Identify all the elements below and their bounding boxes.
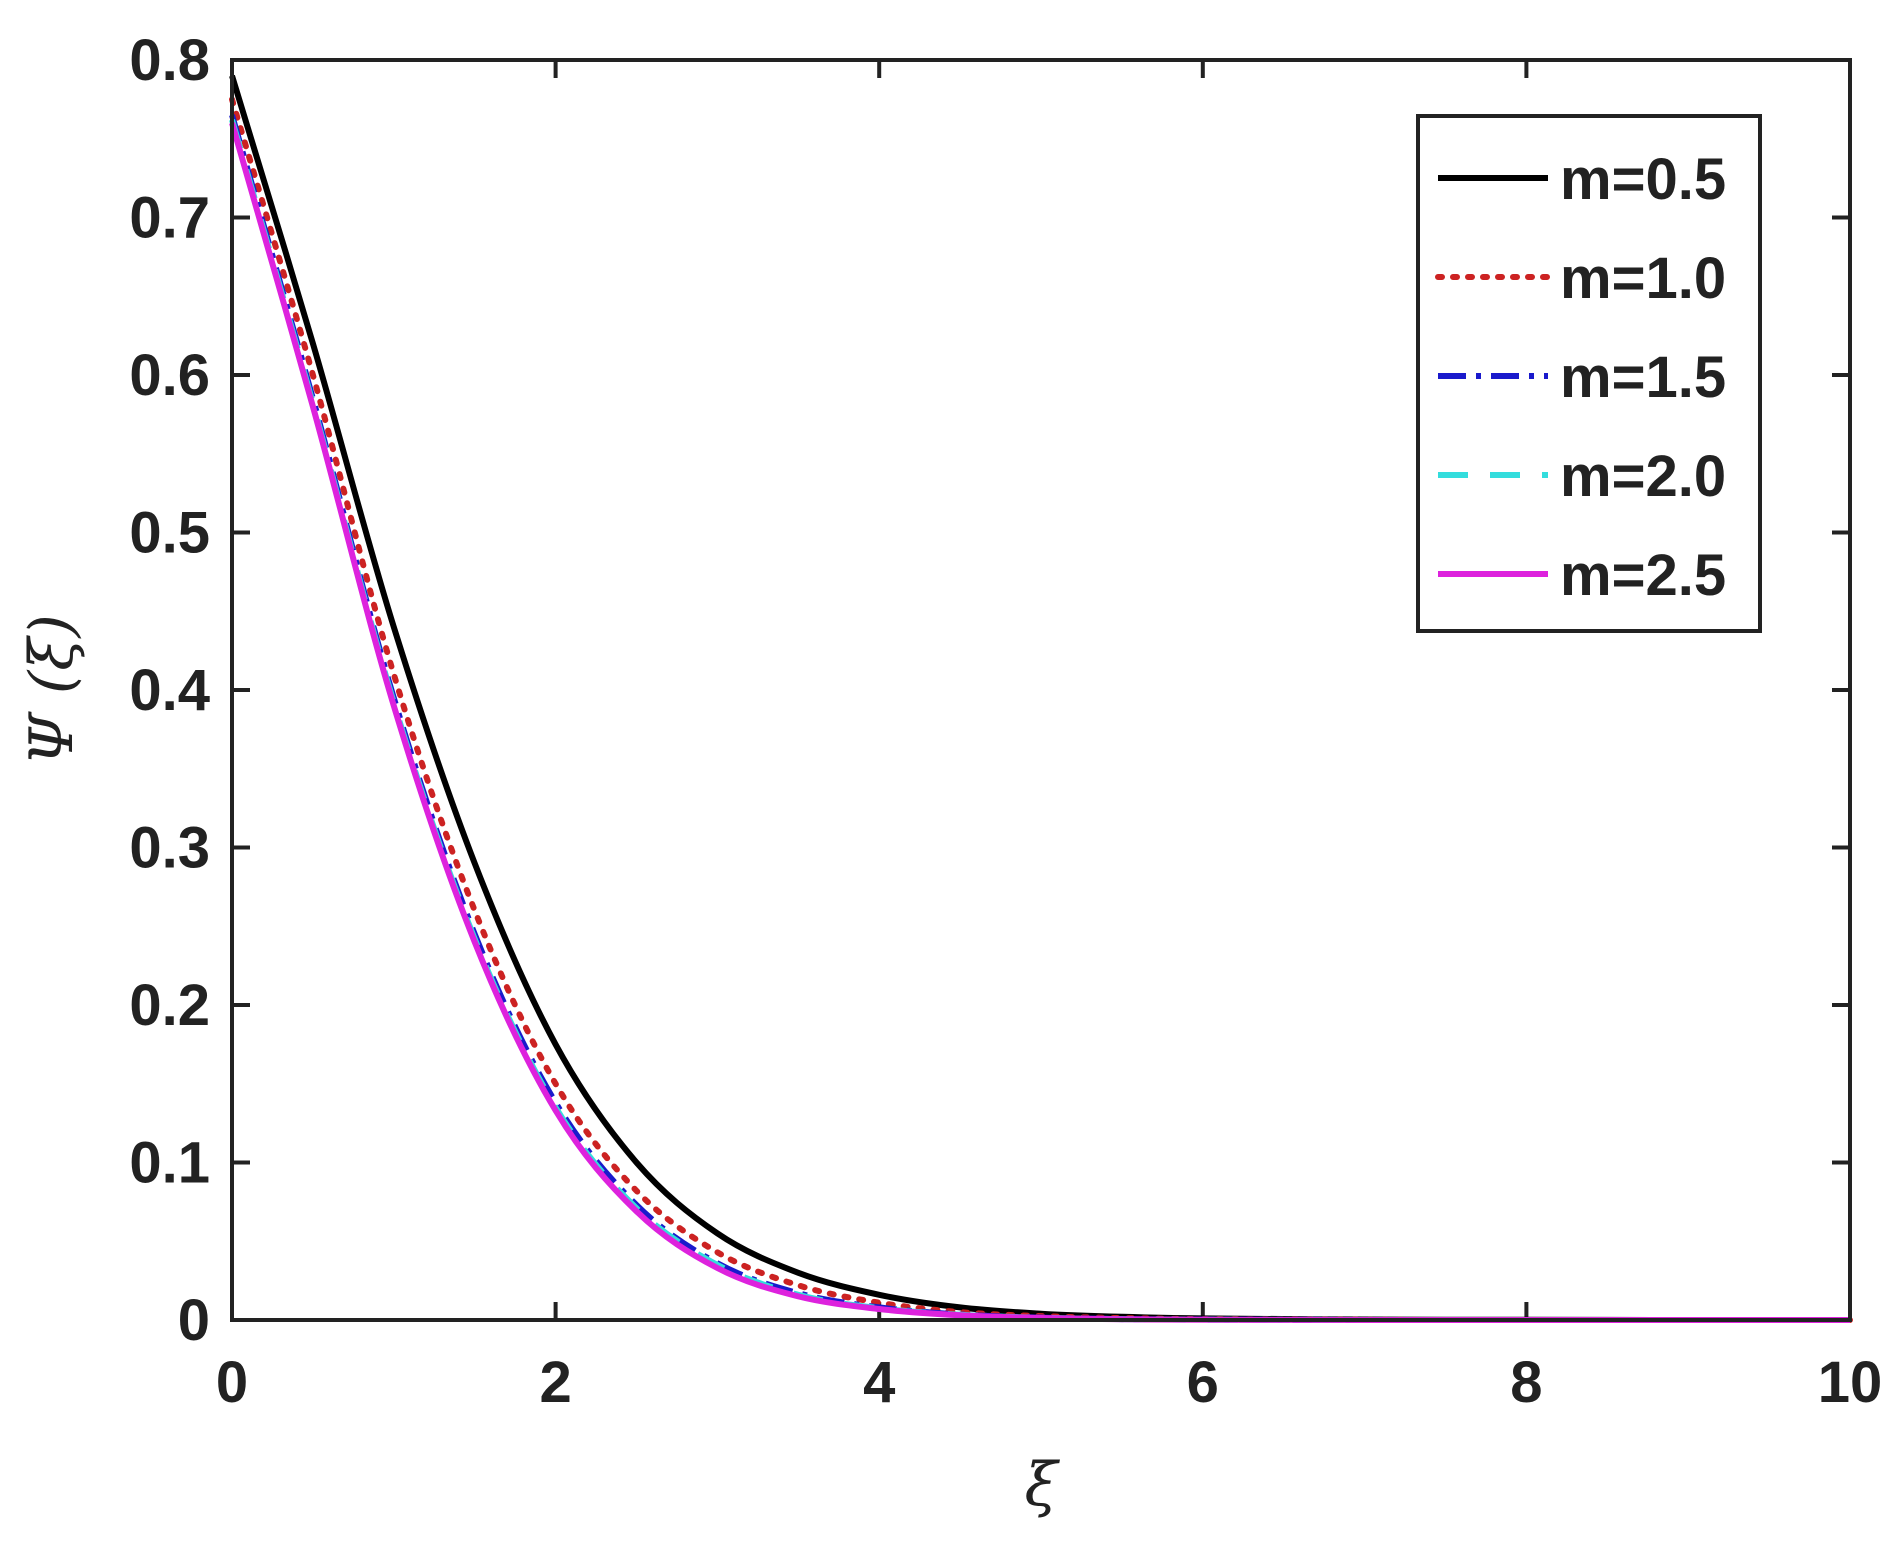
y-tick-label: 0.5 <box>129 501 210 566</box>
y-tick-labels: 0 0.1 0.2 0.3 0.4 0.5 0.6 0.7 0.8 <box>129 28 210 1353</box>
y-tick-label: 0 <box>178 1288 210 1353</box>
plot-frame <box>230 58 1852 1322</box>
legend-label-5: m=2.5 <box>1560 543 1726 608</box>
y-tick-label: 0.2 <box>129 973 210 1038</box>
x-tick-labels: 0 2 4 6 8 10 <box>216 1350 1882 1415</box>
x-tick-label: 10 <box>1818 1350 1883 1415</box>
legend-label-2: m=1.0 <box>1560 246 1726 311</box>
y-tick-label: 0.6 <box>129 343 210 408</box>
y-tick-label: 0.8 <box>129 28 210 93</box>
y-tick-label: 0.3 <box>129 816 210 881</box>
x-tick-label: 2 <box>539 1350 571 1415</box>
legend-label-3: m=1.5 <box>1560 345 1726 410</box>
y-tick-label: 0.1 <box>129 1131 210 1196</box>
x-tick-label: 4 <box>863 1350 895 1415</box>
y-tick-label: 0.4 <box>129 658 210 723</box>
legend-label-1: m=0.5 <box>1560 147 1726 212</box>
x-axis-label: ξ <box>1024 1450 1060 1520</box>
legend: m=0.5 m=1.0 m=1.5 m=2.0 m=2.5 <box>1416 114 1762 633</box>
legend-entries: m=0.5 m=1.0 m=1.5 m=2.0 m=2.5 <box>1435 147 1726 608</box>
x-tick-label: 0 <box>216 1350 248 1415</box>
legend-label-4: m=2.0 <box>1560 444 1726 509</box>
y-tick-label: 0.7 <box>129 186 210 251</box>
x-tick-label: 8 <box>1510 1350 1542 1415</box>
y-axis-label: Ψ (ξ) <box>17 614 87 766</box>
x-tick-label: 6 <box>1187 1350 1219 1415</box>
legend-box <box>1416 114 1762 633</box>
